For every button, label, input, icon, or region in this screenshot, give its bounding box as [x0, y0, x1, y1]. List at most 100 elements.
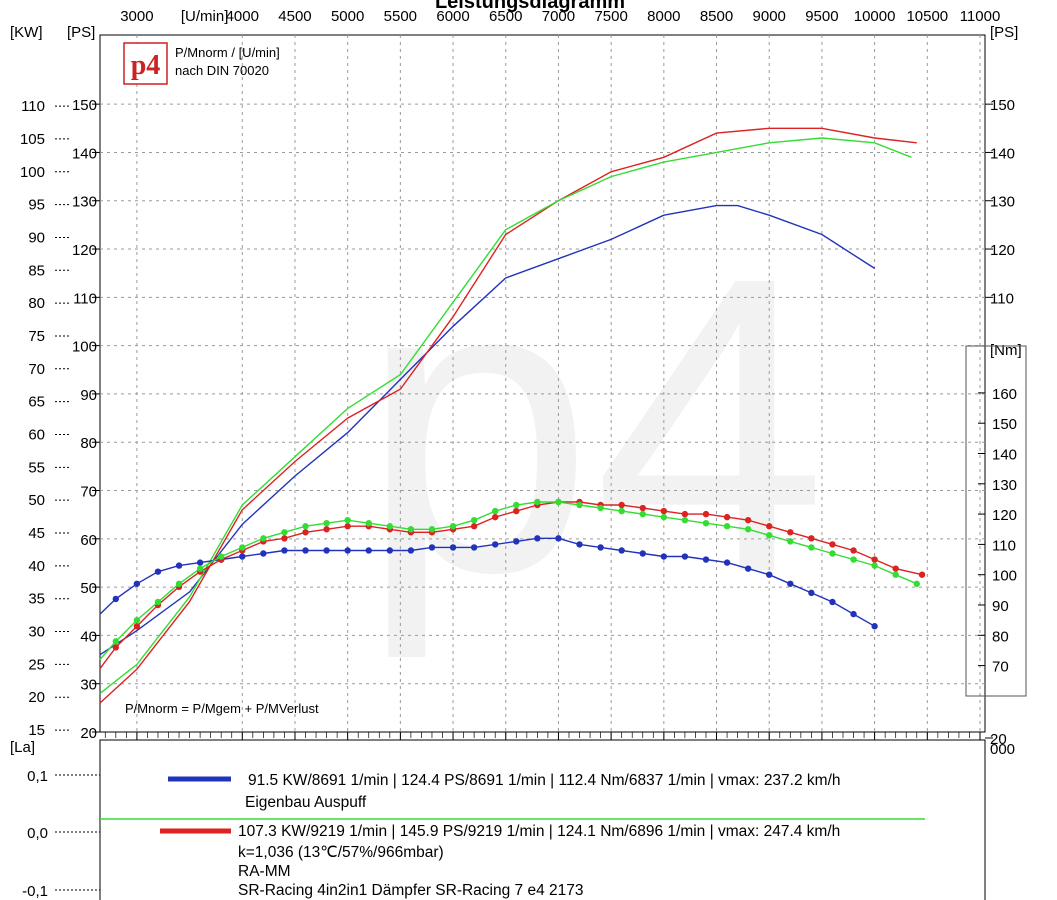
curves [99, 127, 926, 704]
torque-point [344, 547, 351, 554]
torque-point [702, 519, 710, 527]
power-curve-2 [99, 137, 912, 694]
nm-tick-label: 130 [992, 477, 1017, 494]
torque-point [281, 535, 288, 542]
kw-tick-label: 45 [28, 525, 45, 542]
ps-right-tick-label: 140 [990, 145, 1015, 162]
kw-tick-label: 15 [28, 722, 45, 739]
torque-point [850, 556, 857, 563]
torque-point [555, 535, 562, 542]
torque-point [112, 638, 120, 645]
torque-point [154, 568, 162, 575]
ps-left-tick-label: 120 [72, 242, 97, 259]
nm-tick-label: 120 [992, 507, 1017, 524]
torque-point [470, 544, 478, 551]
torque-point [386, 547, 394, 554]
kw-tick-label: 70 [28, 361, 45, 378]
nm-tick-label: 140 [992, 447, 1017, 464]
kw-tick-label: 55 [28, 459, 45, 476]
torque-point [492, 513, 499, 521]
legend-red-line3: RA-MM [238, 863, 291, 880]
nm-tick-label: 150 [992, 416, 1017, 433]
watermark-logo: p4 [360, 191, 827, 662]
torque-point [723, 559, 731, 566]
torque-point [112, 595, 120, 603]
torque-point [323, 519, 330, 527]
kw-tick-label: 50 [28, 492, 45, 509]
x-tick-label: 7500 [594, 8, 627, 25]
torque-point [576, 541, 583, 548]
torque-point [239, 553, 246, 560]
ps-left-tick-label: 70 [80, 484, 97, 501]
legend-blue-line2: Eigenbau Auspuff [245, 794, 367, 811]
torque-point [829, 550, 836, 557]
legend-red-line1: 107.3 KW/9219 1/min | 145.9 PS/9219 1/mi… [238, 823, 840, 840]
ps-left-tick-label: 60 [80, 532, 97, 549]
x-tick-label: 7000 [542, 8, 575, 25]
ps-axis-unit-left: [PS] [67, 24, 95, 41]
torque-point [744, 516, 752, 524]
torque-point [918, 571, 926, 578]
torque-point [660, 513, 668, 521]
torque-point [217, 553, 225, 560]
p4-logo: p4 [123, 42, 168, 85]
torque-point [133, 623, 141, 630]
kw-tick-label: 65 [28, 394, 45, 411]
kw-axis-unit: [KW] [10, 24, 43, 41]
lambda-panel [99, 739, 986, 900]
torque-point [808, 544, 815, 551]
torque-point [133, 616, 141, 624]
formula-label: P/Mnorm = P/Mgem + P/MVerlust [125, 701, 319, 716]
ps-left-tick-label: 40 [80, 628, 97, 645]
torque-point [766, 523, 773, 530]
ps-right-tick-label: 120 [990, 242, 1015, 259]
lambda-tick-label: 0,1 [27, 768, 48, 785]
torque-point [470, 516, 478, 524]
nm-tick-label: 90 [992, 598, 1009, 615]
torque-point [344, 516, 351, 524]
torque-point [196, 559, 204, 566]
nm-tick-label: 100 [992, 568, 1017, 585]
torque-point [513, 538, 520, 545]
ps-left-tick-label: 90 [80, 387, 97, 404]
torque-point [407, 547, 415, 554]
x-tick-label: 9500 [805, 8, 838, 25]
ps-left-tick-label: 20 [80, 725, 97, 742]
torque-point [787, 529, 794, 536]
torque-point [260, 550, 267, 557]
torque-point [597, 544, 604, 551]
torque-point [281, 547, 288, 554]
torque-point [639, 550, 646, 557]
torque-point [766, 571, 773, 578]
kw-tick-label: 110 [21, 98, 45, 115]
x-tick-label: 6500 [489, 8, 522, 25]
y-axis-ticks: 15 20 25 30 35 40 45 50 55 60 65 70 75 80 85 90 95 100 105… [20, 97, 1017, 748]
torque-point [260, 535, 267, 542]
torque-point [787, 538, 794, 545]
power-curve-0 [99, 204, 875, 656]
torque-point [492, 541, 499, 548]
lambda-ticks: 0,1 0,0 -0,1 [22, 768, 100, 900]
torque-point [470, 523, 478, 530]
torque-point [660, 507, 668, 515]
torque-point [681, 553, 689, 560]
torque-point [723, 523, 731, 530]
torque-point [892, 565, 899, 572]
torque-point [744, 565, 752, 572]
logo-text: p4 [131, 50, 161, 81]
x-tick-label-cut: 000 [990, 741, 1015, 758]
x-unit-label: [U/min] [181, 8, 229, 25]
x-tick-label: 11000 [960, 8, 1001, 25]
ps-left-tick-label: 100 [72, 339, 97, 356]
torque-point [892, 571, 899, 578]
kw-tick-label: 35 [28, 591, 45, 608]
torque-point [513, 507, 520, 515]
x-tick-label: 5000 [331, 8, 364, 25]
x-tick-label: 6000 [436, 8, 469, 25]
torque-point [618, 501, 625, 509]
kw-tick-label: 20 [28, 689, 45, 706]
torque-point [365, 519, 372, 527]
ps-left-tick-label: 50 [80, 580, 97, 597]
power-curve-1 [99, 127, 917, 704]
torque-point [808, 589, 815, 597]
